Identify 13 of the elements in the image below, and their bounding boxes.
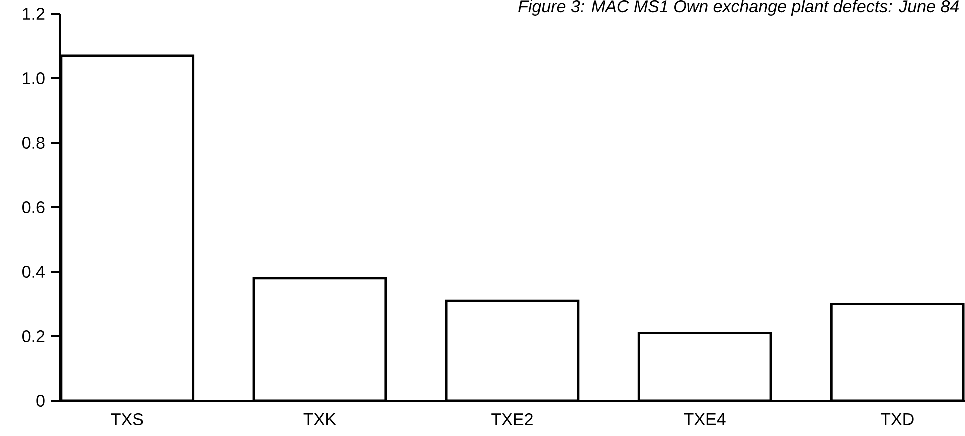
y-tick-label: 1.0 [23, 72, 45, 85]
y-tick-label: 1.2 [23, 8, 45, 20]
y-tick-label: 0 [36, 394, 45, 408]
y-tick-label: 0.4 [22, 266, 45, 278]
y-tick-label: 0.6 [22, 201, 45, 214]
y-tick-label: 0.8 [22, 136, 45, 150]
y-tick-label: 0.2 [22, 330, 45, 343]
x-tick-label: TXS [111, 414, 144, 426]
x-tick-label: TXE4 [684, 414, 726, 426]
x-tick-label: TXE2 [492, 414, 533, 426]
x-tick-label: TXD [880, 414, 914, 426]
chart-title: Figure 3: MAC MS1 Own exchange plant defects: June 84 [518, 0, 959, 16]
x-tick-label: TXK [304, 414, 336, 426]
